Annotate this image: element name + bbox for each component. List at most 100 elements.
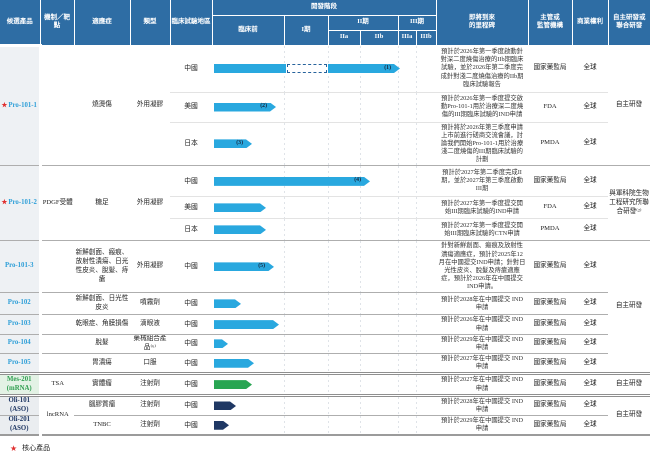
pipeline-bar xyxy=(212,416,436,434)
product-name: Oli-201 xyxy=(8,416,31,424)
product-cell: Pro-102 xyxy=(0,292,42,315)
product-cell: ★Pro-101-2 xyxy=(0,165,42,241)
region-cell: 日本 xyxy=(170,121,212,166)
target-cell: lncRNA xyxy=(40,393,74,436)
header-regulator: 主管或 監管機構 xyxy=(528,0,573,46)
region-cell: 美國 xyxy=(170,91,212,122)
rnd-cell: 與軍科院生物工程研究所聯合研發⁽²⁾ xyxy=(608,165,650,241)
target-cell xyxy=(40,240,74,293)
commercial-rights-cell: 全球 xyxy=(572,196,609,219)
commercial-rights-cell: 全球 xyxy=(572,121,609,166)
regulator-cell: PMDA xyxy=(528,121,573,166)
stage-cell xyxy=(212,415,437,436)
pipeline-bar xyxy=(212,197,436,218)
pipeline-bar xyxy=(212,397,436,415)
pipeline-table: 候選產品 機制／靶點 適應症 類型 臨床試驗地區 開發階段 即將到來 的里程碑 … xyxy=(0,0,650,437)
regulator-cell: PMDA xyxy=(528,218,573,241)
header-phase2b: IIb xyxy=(360,30,399,46)
commercial-rights-cell: 全球 xyxy=(572,218,609,241)
type-cell: 藥械組合產品⁽⁶⁾ xyxy=(130,333,170,354)
indication-cell: 乾眼症、角膜損傷 xyxy=(74,314,130,335)
type-cell: 外用凝膠 xyxy=(130,44,170,166)
product-name: Pro-101-1 xyxy=(8,101,37,109)
header-stage: 開發階段 xyxy=(212,0,437,16)
region-cell: 中國 xyxy=(170,314,212,335)
indication-cell: 新鮮創面、日光性皮炎 xyxy=(74,292,130,315)
indication-cell: 新鮮創面、瘢痕、放射性潰瘍、日光性皮炎、脫髮、痔瘡 xyxy=(74,240,130,293)
regulator-cell: 國家藥監局 xyxy=(528,292,573,315)
header-region: 臨床試驗地區 xyxy=(170,0,213,46)
stage-cell xyxy=(212,292,437,315)
indication-cell: 實體瘤 xyxy=(74,372,130,396)
milestone-cell: 預計於2026年第一季度啟動針對深二度燒傷治療的IIb期臨床試驗，並於2026年… xyxy=(436,44,529,92)
milestone-cell: 針對新鮮創面、瘢痕及放射性潰瘍適應症，預計於2025年12月在中國提交IND申請… xyxy=(436,240,529,293)
regulator-cell: 國家藥監局 xyxy=(528,372,573,396)
milestone-cell: 預計於2026年第一季度提交啟動Pro-101-1用於治療深二度燒傷的III期臨… xyxy=(436,91,529,122)
pipeline-bar xyxy=(212,354,436,372)
stage-cell xyxy=(212,196,437,219)
rnd-cell: 自主研發 xyxy=(608,393,650,436)
target-cell xyxy=(40,353,74,374)
milestone-cell: 預計於2029年在中國提交 IND 申請 xyxy=(436,415,529,436)
product-subtype: (ASO) xyxy=(9,405,29,413)
indication-cell: 脫髮 xyxy=(74,333,130,354)
header-candidate: 候選產品 xyxy=(0,0,41,46)
region-cell: 美國 xyxy=(170,196,212,219)
region-cell: 中國 xyxy=(170,333,212,354)
regulator-cell: 國家藥監局 xyxy=(528,415,573,436)
header-preclinical: 臨床前 xyxy=(212,15,285,46)
regulator-cell: 國家藥監局 xyxy=(528,393,573,416)
target-cell: TSA xyxy=(40,372,74,396)
region-cell: 中國 xyxy=(170,393,212,416)
milestone-cell: 預計於2027年在中國提交 IND 申請 xyxy=(436,353,529,374)
commercial-rights-cell: 全球 xyxy=(572,372,609,396)
indication-cell: TNBC xyxy=(74,415,130,436)
commercial-rights-cell: 全球 xyxy=(572,353,609,374)
product-name: Pro-101-2 xyxy=(8,198,37,206)
type-cell: 外用凝膠 xyxy=(130,240,170,293)
header-phase2: II期 xyxy=(328,15,399,31)
regulator-cell: 國家藥監局 xyxy=(528,314,573,335)
commercial-rights-cell: 全球 xyxy=(572,415,609,436)
type-cell: 注射劑 xyxy=(130,393,170,416)
region-cell: 日本 xyxy=(170,218,212,241)
product-cell: Pro-104 xyxy=(0,333,42,354)
commercial-rights-cell: 全球 xyxy=(572,165,609,197)
product-subtype: (mRNA) xyxy=(6,384,32,392)
milestone-cell: 預計於2027年第一季度提交開始III期臨床試驗的CTN申請 xyxy=(436,218,529,241)
type-cell: 口服 xyxy=(130,353,170,374)
type-cell: 注射劑 xyxy=(130,415,170,436)
header-milestone-line1: 即將到來 xyxy=(469,14,496,22)
regulator-cell: FDA xyxy=(528,91,573,122)
stage-cell: (5) xyxy=(212,240,437,293)
header-regulator-line1: 主管或 xyxy=(540,14,560,22)
indication-cell: 腦膠質瘤 xyxy=(74,393,130,416)
pipeline-bar: (4) xyxy=(212,166,436,196)
header-phase3a: IIIa xyxy=(398,30,417,46)
regulator-cell: 國家藥監局 xyxy=(528,240,573,293)
milestone-cell: 預計將於2026年第三季度申請上市前進行磋商交流會議，討論我們開始Pro-101… xyxy=(436,121,529,166)
target-cell xyxy=(40,314,74,335)
pipeline-bar xyxy=(212,219,436,240)
header-target: 機制／靶點 xyxy=(40,0,75,46)
header-phase2a: IIa xyxy=(328,30,361,46)
commercial-rights-cell: 全球 xyxy=(572,333,609,354)
regulator-cell: FDA xyxy=(528,196,573,219)
milestone-cell: 預計於2028年在中國提交 IND 申請 xyxy=(436,292,529,315)
stage-cell: (2) xyxy=(212,91,437,122)
pipeline-bar: (3) xyxy=(212,123,436,166)
stage-cell: (4) xyxy=(212,165,437,197)
rnd-cell: 自主研發 xyxy=(608,372,650,396)
stage-cell xyxy=(212,393,437,416)
region-cell: 中國 xyxy=(170,292,212,315)
target-cell: PDGF受體 xyxy=(40,165,74,241)
footnote-legend: ★ 核心產品 xyxy=(10,443,650,453)
pipeline-bar: (1) xyxy=(212,46,436,92)
commercial-rights-cell: 全球 xyxy=(572,292,609,315)
product-name: Mes-201 xyxy=(6,375,32,383)
type-cell: 滴眼液 xyxy=(130,314,170,335)
pipeline-bar: (2) xyxy=(212,93,436,122)
product-subtype: (ASO) xyxy=(9,425,29,433)
pipeline-bar xyxy=(212,315,436,333)
header-regulator-line2: 監管機構 xyxy=(537,22,564,30)
